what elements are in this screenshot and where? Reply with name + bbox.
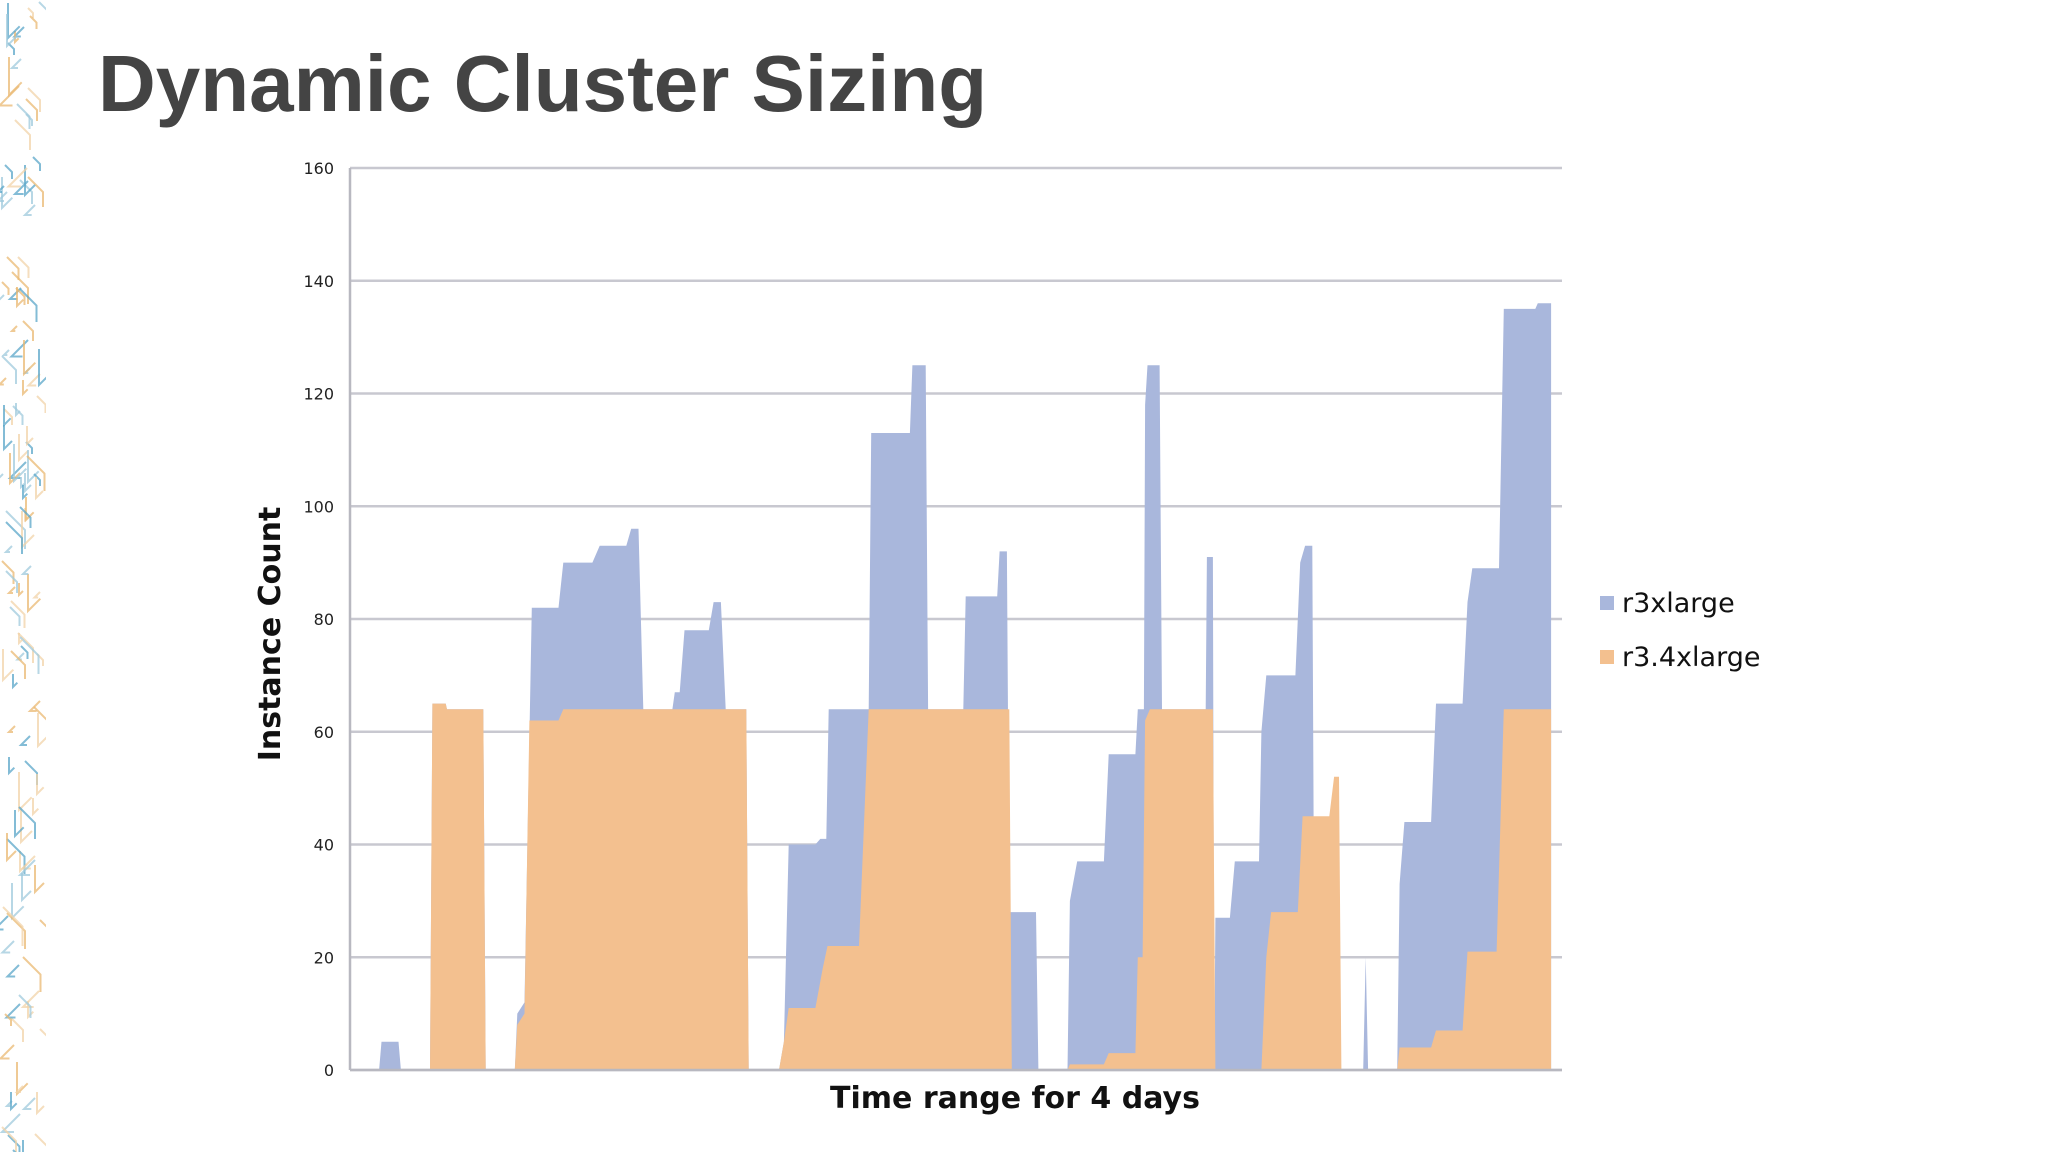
y-tick-label: 160 <box>303 159 334 178</box>
circuit-pattern-icon <box>0 1 46 1152</box>
y-axis: 0 20 40 60 80 100 120 140 160 <box>303 159 352 1080</box>
legend: r3xlarge r3.4xlarge <box>1600 588 1760 673</box>
legend-label: r3xlarge <box>1622 588 1735 619</box>
y-tick-label: 20 <box>314 948 334 967</box>
y-tick-label: 100 <box>303 497 334 516</box>
y-tick-label: 120 <box>303 385 334 404</box>
y-tick-label: 140 <box>303 272 334 291</box>
legend-label: r3.4xlarge <box>1622 642 1760 673</box>
y-tick-label: 0 <box>324 1061 334 1080</box>
area-series-r3-4xlarge <box>350 703 1552 1070</box>
decorative-side-pattern <box>0 0 46 1152</box>
legend-swatch <box>1600 596 1614 610</box>
area-series <box>350 303 1552 1070</box>
page-title: Dynamic Cluster Sizing <box>98 39 988 128</box>
y-tick-label: 40 <box>314 836 334 855</box>
stacked-area-chart: 0 20 40 60 80 100 120 140 160 Time range for 4 d… <box>253 159 1760 1116</box>
x-axis-title: Time range for 4 days <box>830 1081 1200 1116</box>
legend-swatch <box>1600 650 1614 664</box>
y-tick-label: 80 <box>314 610 334 629</box>
y-axis-title: Instance Count <box>253 507 288 762</box>
y-tick-label: 60 <box>314 723 334 742</box>
